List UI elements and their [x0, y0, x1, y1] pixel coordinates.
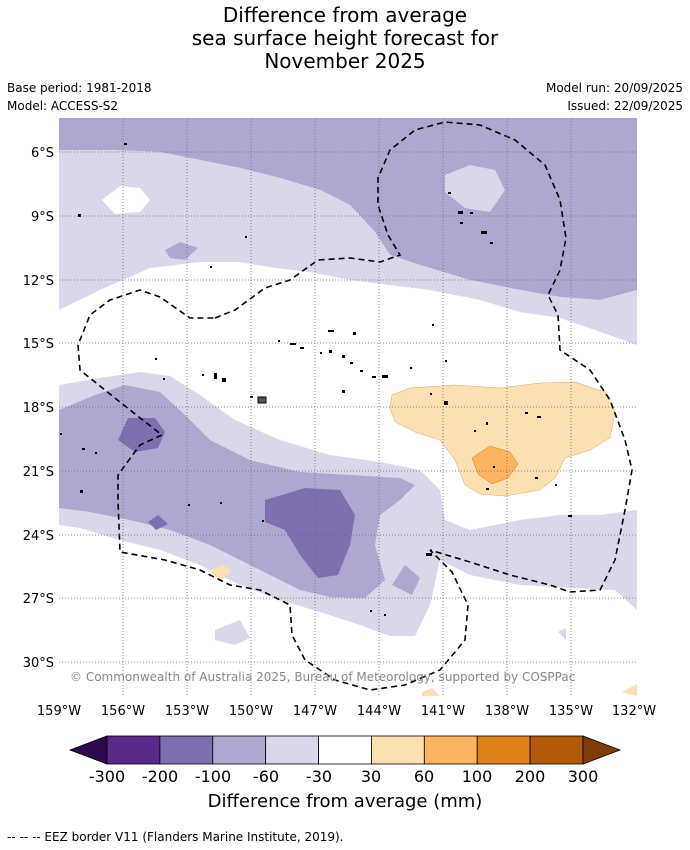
- eez-border-cook: [77, 121, 633, 691]
- contour-positive-30: [389, 381, 616, 497]
- lat-label: 12°S: [23, 274, 54, 289]
- colorbar-tick: 60: [414, 767, 434, 786]
- contour-lavender-north: [59, 118, 637, 300]
- lat-label: 15°S: [23, 337, 54, 352]
- colorbar-tick: 300: [568, 767, 599, 786]
- lon-labels: 159°W 156°W 153°W 150°W 147°W 144°W 141°…: [37, 704, 656, 719]
- lon-label: 147°W: [293, 704, 337, 719]
- colorbar: [68, 735, 622, 765]
- colorbar-extend-high: [582, 735, 622, 765]
- gridlines: [59, 118, 637, 696]
- lat-label: 27°S: [23, 592, 54, 607]
- meta-left: Base period: 1981-2018 Model: ACCESS-S2: [7, 79, 152, 115]
- colorbar-swatch: [423, 735, 478, 765]
- lat-label: 30°S: [23, 656, 54, 671]
- contour-lavender-sw: [392, 565, 420, 595]
- colorbar-swatch: [159, 735, 214, 765]
- contour-light-patch-ne: [445, 165, 505, 212]
- colorbar-tick: 200: [515, 767, 546, 786]
- colorbar-swatch: [318, 735, 372, 765]
- issued-date: Issued: 22/09/2025: [567, 99, 683, 113]
- forecast-map: © Commonwealth of Australia 2025, Bureau…: [23, 118, 656, 786]
- lat-label: 6°S: [31, 146, 54, 161]
- copyright-notice: © Commonwealth of Australia 2025, Bureau…: [70, 670, 575, 684]
- contour-positive-patch-1: [210, 565, 232, 582]
- colorbar-tick: -100: [195, 767, 231, 786]
- lat-label: 24°S: [23, 529, 54, 544]
- colorbar-tick: -30: [306, 767, 332, 786]
- lat-label: 21°S: [23, 465, 54, 480]
- lon-label: 153°W: [165, 704, 209, 719]
- colorbar-ticks: -300 -200 -100 -60 -30 30 60 100 200 300: [89, 767, 598, 786]
- contour-purple-center: [265, 488, 355, 578]
- contour-light-sw-2: [558, 628, 566, 640]
- lon-label: 138°W: [485, 704, 529, 719]
- contour-positive-patch-2: [422, 688, 440, 696]
- colorbar-tick: -60: [253, 767, 279, 786]
- lon-label: 150°W: [229, 704, 273, 719]
- contour-purple-west: [118, 418, 165, 452]
- title-line-1: Difference from average: [222, 3, 468, 27]
- colorbar-swatch: [476, 735, 531, 765]
- contour-white-patch-1: [102, 186, 150, 214]
- lon-label: 132°W: [612, 704, 656, 719]
- eez-border: [77, 121, 633, 691]
- colorbar-swatch: [371, 735, 425, 765]
- model-name: Model: ACCESS-S2: [7, 99, 119, 113]
- colorbar-extend-low: [68, 735, 108, 765]
- lon-label: 135°W: [549, 704, 593, 719]
- lon-label: 159°W: [37, 704, 81, 719]
- islands: [60, 143, 572, 616]
- lat-label: 18°S: [23, 401, 54, 416]
- colorbar-tick: -300: [89, 767, 125, 786]
- colorbar-tick: 30: [361, 767, 381, 786]
- contour-positive-patch-3: [622, 684, 637, 696]
- contour-lavender-patch: [165, 242, 198, 260]
- model-run: Model run: 20/09/2025: [545, 81, 683, 95]
- contour-light-sw-1: [215, 620, 250, 645]
- colorbar-swatch: [529, 735, 584, 765]
- colorbar-swatch: [265, 735, 319, 765]
- colorbar-tick: 100: [462, 767, 493, 786]
- title-line-3: November 2025: [264, 49, 426, 73]
- colorbar-swatch: [106, 735, 161, 765]
- lat-labels: 6°S 9°S 12°S 15°S 18°S 21°S 24°S 27°S 30…: [23, 146, 54, 671]
- contour-light-north: [59, 150, 637, 345]
- map-plot-area: [59, 118, 637, 696]
- contour-purple-small: [148, 515, 168, 530]
- lon-label: 156°W: [101, 704, 145, 719]
- eez-footnote: -- -- -- EEZ border V11 (Flanders Marine…: [7, 830, 344, 844]
- lon-label: 144°W: [357, 704, 401, 719]
- colorbar-tick: -200: [142, 767, 178, 786]
- lat-label: 9°S: [31, 210, 54, 225]
- colorbar-swatch: [212, 735, 267, 765]
- chart-title: Difference from average sea surface heig…: [0, 4, 690, 73]
- colorbar-title: Difference from average (mm): [207, 791, 483, 812]
- title-line-2: sea surface height forecast for: [191, 26, 499, 50]
- lon-label: 141°W: [421, 704, 465, 719]
- meta-right: Model run: 20/09/2025 Issued: 22/09/2025: [546, 79, 683, 115]
- base-period: Base period: 1981-2018: [7, 81, 152, 95]
